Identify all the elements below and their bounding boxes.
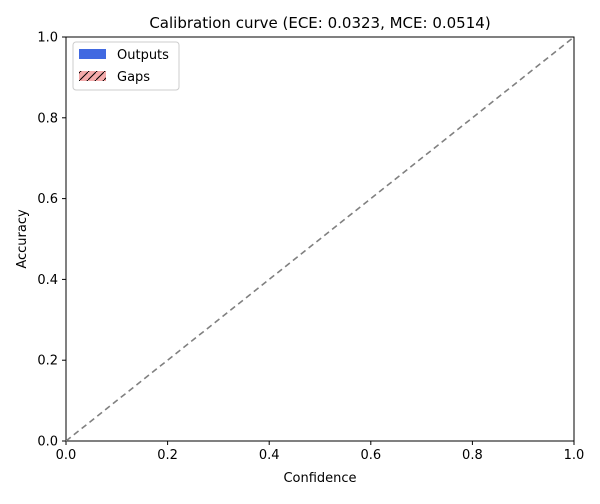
y-tick-label: 1.0 — [37, 31, 58, 46]
plot-frame — [65, 36, 575, 442]
outputs-legend-label: Outputs — [117, 48, 169, 63]
x-axis-ticks: 0.0 0.2 0.4 0.6 0.8 1.0 — [56, 441, 585, 463]
x-tick-label: 0.6 — [360, 448, 381, 463]
gaps-legend-label: Gaps — [117, 70, 150, 85]
x-tick-label: 0.8 — [462, 448, 483, 463]
x-tick-label: 0.2 — [157, 448, 178, 463]
x-tick-label: 0.4 — [259, 448, 280, 463]
gaps-legend-swatch — [79, 71, 106, 81]
y-axis-ticks: 0.0 0.2 0.4 0.6 0.8 1.0 — [37, 31, 66, 450]
perfect-calibration-line — [65, 36, 575, 442]
x-tick-label: 1.0 — [564, 448, 585, 463]
chart-title: Calibration curve (ECE: 0.0323, MCE: 0.0… — [149, 14, 490, 32]
y-tick-label: 0.8 — [37, 111, 58, 126]
y-tick-label: 0.0 — [37, 435, 58, 450]
outputs-legend-swatch — [79, 49, 106, 59]
y-tick-label: 0.2 — [37, 354, 58, 369]
legend: Outputs Gaps — [72, 41, 180, 91]
x-tick-label: 0.0 — [56, 448, 77, 463]
y-tick-label: 0.6 — [37, 192, 58, 207]
x-axis-label: Confidence — [283, 471, 356, 486]
y-tick-label: 0.4 — [37, 273, 58, 288]
y-axis-label: Accuracy — [15, 209, 30, 269]
